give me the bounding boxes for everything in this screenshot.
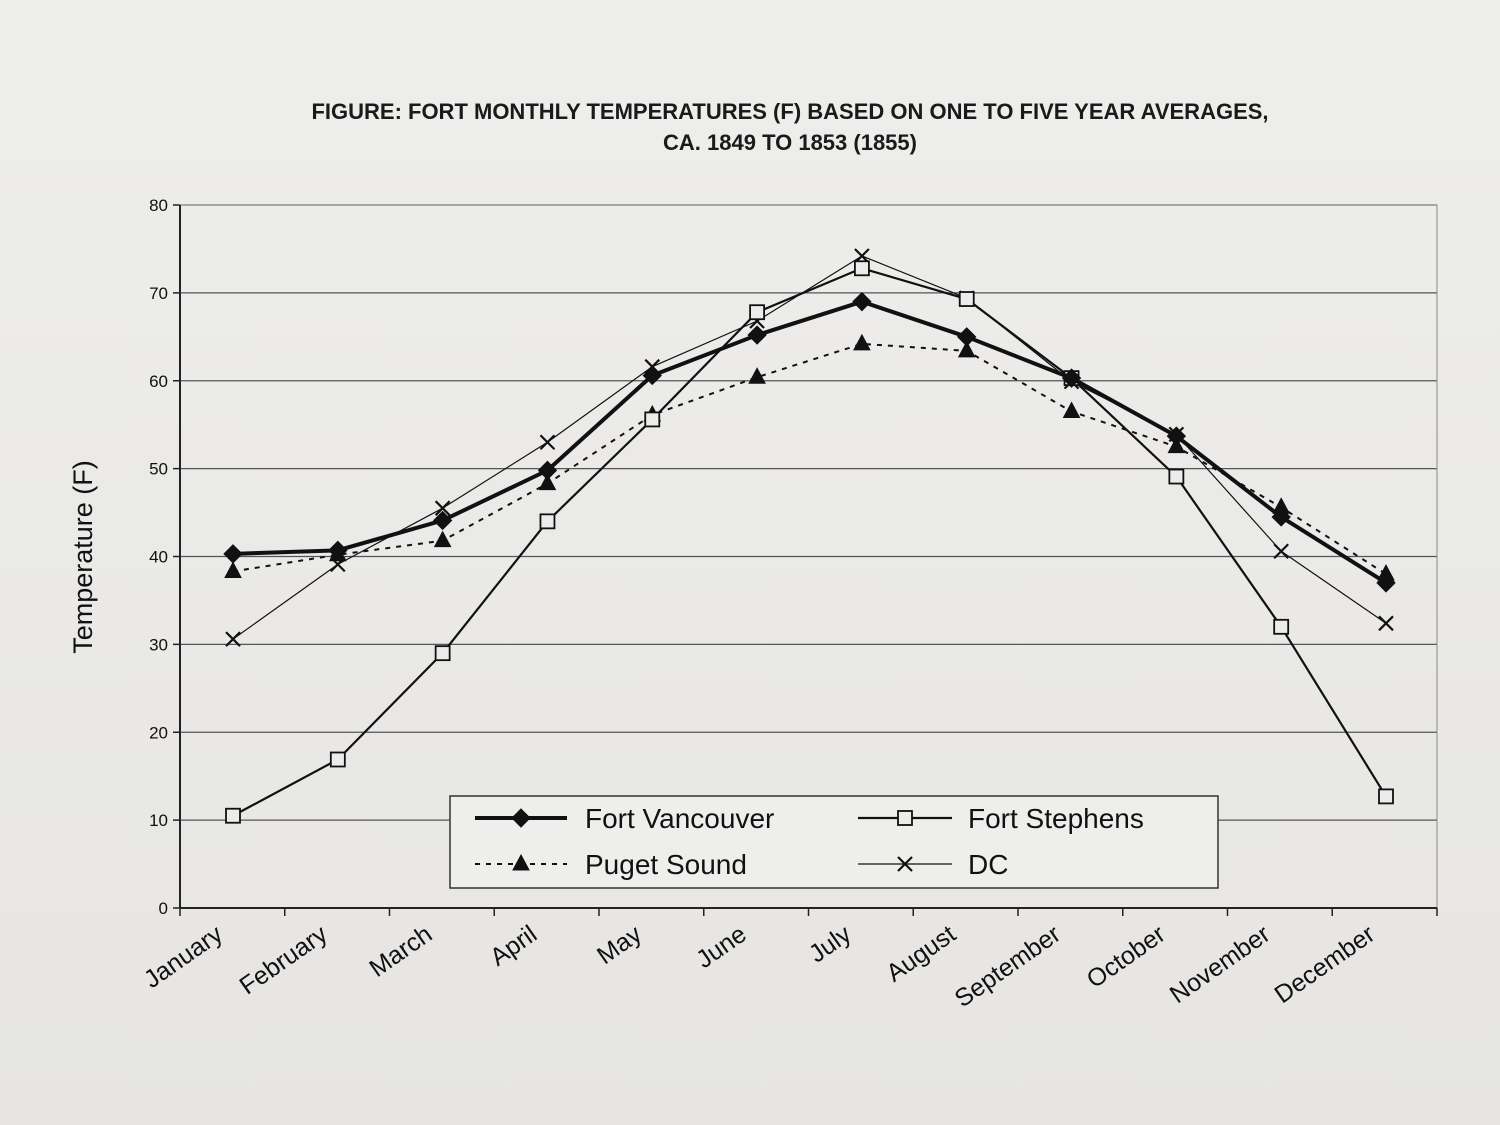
data-point-fort-vancouver <box>747 325 767 345</box>
y-tick-label: 70 <box>149 284 168 303</box>
legend-marker-fort-stephens <box>897 810 913 826</box>
data-point-fort-vancouver <box>1061 368 1082 388</box>
data-point-fort-vancouver <box>328 540 348 561</box>
data-point-fort-stephens <box>434 645 451 662</box>
data-point-fort-vancouver <box>432 510 453 531</box>
data-point-fort-vancouver <box>1376 573 1396 593</box>
legend-box <box>449 795 1219 889</box>
data-point-dc <box>1378 615 1394 632</box>
chart-title-block: FIGURE: FORT MONTHLY TEMPERATURES (F) BA… <box>160 96 1420 158</box>
legend-marker-fort-vancouver <box>511 808 531 828</box>
x-tick-label: February <box>235 920 333 1001</box>
data-point-fort-vancouver <box>1166 426 1187 446</box>
data-point-fort-vancouver <box>537 460 558 481</box>
x-tick-label: June <box>691 920 751 974</box>
chart-title: FIGURE: FORT MONTHLY TEMPERATURES (F) BA… <box>311 99 1269 124</box>
series-fort-vancouver <box>223 291 1396 593</box>
chart-subtitle: CA. 1849 TO 1853 (1855) <box>663 130 917 155</box>
y-tick-label: 10 <box>149 811 168 830</box>
y-axis-ticks: 0 10 20 30 40 50 60 70 80 <box>149 196 180 918</box>
data-point-fort-stephens <box>1273 618 1290 635</box>
series-fort-stephens <box>225 260 1394 824</box>
series-line-fort-stephens <box>232 267 1387 817</box>
x-tick-label: November <box>1165 920 1276 1009</box>
legend-marker-dc <box>897 856 913 872</box>
x-tick-label: December <box>1270 920 1381 1009</box>
y-tick-label: 20 <box>149 723 168 742</box>
legend-item-fort-vancouver: Fort Vancouver <box>475 803 774 834</box>
data-point-fort-stephens <box>644 411 661 428</box>
x-tick-label: September <box>950 920 1066 1013</box>
data-point-puget-sound <box>748 367 766 384</box>
y-tick-label: 30 <box>149 635 168 654</box>
x-tick-label: May <box>592 920 647 970</box>
x-tick-label: October <box>1082 920 1171 994</box>
legend-marker-puget-sound <box>512 853 530 871</box>
series-puget-sound <box>224 333 1395 581</box>
legend-label-puget-sound: Puget Sound <box>585 849 747 880</box>
y-tick-label: 0 <box>159 899 168 918</box>
data-point-puget-sound <box>224 561 242 578</box>
data-point-dc <box>225 631 241 647</box>
legend-item-puget-sound: Puget Sound <box>475 849 747 880</box>
y-axis-label: Temperature (F) <box>68 460 98 654</box>
data-point-fort-stephens <box>329 751 346 768</box>
legend: Fort Vancouver Fort Stephens Puget Sound DC <box>449 795 1219 889</box>
data-point-fort-vancouver <box>642 365 662 386</box>
data-point-fort-vancouver <box>957 327 977 347</box>
legend-label-fort-vancouver: Fort Vancouver <box>585 803 774 834</box>
data-point-fort-stephens <box>1378 788 1394 805</box>
data-point-fort-stephens <box>1168 468 1185 485</box>
data-point-fort-vancouver <box>1271 507 1291 527</box>
data-point-dc <box>1273 543 1289 560</box>
legend-item-dc: DC <box>858 849 1008 880</box>
data-point-fort-stephens <box>958 291 975 307</box>
series-line-puget-sound <box>232 342 1387 575</box>
x-axis-ticks: January February March April May June July Augu… <box>139 908 1438 1013</box>
x-tick-label: July <box>804 920 857 969</box>
data-point-puget-sound <box>538 473 557 491</box>
y-tick-label: 50 <box>149 460 168 479</box>
series-line-dc <box>232 255 1387 640</box>
legend-item-fort-stephens: Fort Stephens <box>858 803 1144 834</box>
legend-label-fort-stephens: Fort Stephens <box>968 803 1144 834</box>
x-tick-label: January <box>139 920 228 994</box>
x-tick-label: April <box>485 920 542 972</box>
y-tick-label: 80 <box>149 196 168 215</box>
data-point-fort-stephens <box>749 304 765 321</box>
legend-label-dc: DC <box>968 849 1008 880</box>
y-tick-label: 40 <box>149 548 168 567</box>
y-tick-label: 60 <box>149 372 168 391</box>
data-point-fort-vancouver <box>223 544 243 564</box>
series-layer <box>223 248 1396 824</box>
data-point-fort-vancouver <box>852 291 872 312</box>
data-point-fort-stephens <box>539 513 556 530</box>
data-point-puget-sound <box>1062 401 1081 419</box>
data-point-fort-stephens <box>225 807 241 824</box>
data-point-puget-sound <box>853 333 871 351</box>
data-point-dc <box>434 500 451 516</box>
data-point-puget-sound <box>957 340 976 358</box>
data-point-puget-sound <box>433 530 452 548</box>
x-tick-label: August <box>881 920 961 988</box>
series-dc <box>225 248 1394 647</box>
x-tick-label: March <box>364 920 437 983</box>
series-line-fort-vancouver <box>232 299 1388 585</box>
data-point-dc <box>539 434 556 451</box>
data-point-fort-stephens <box>854 260 870 277</box>
